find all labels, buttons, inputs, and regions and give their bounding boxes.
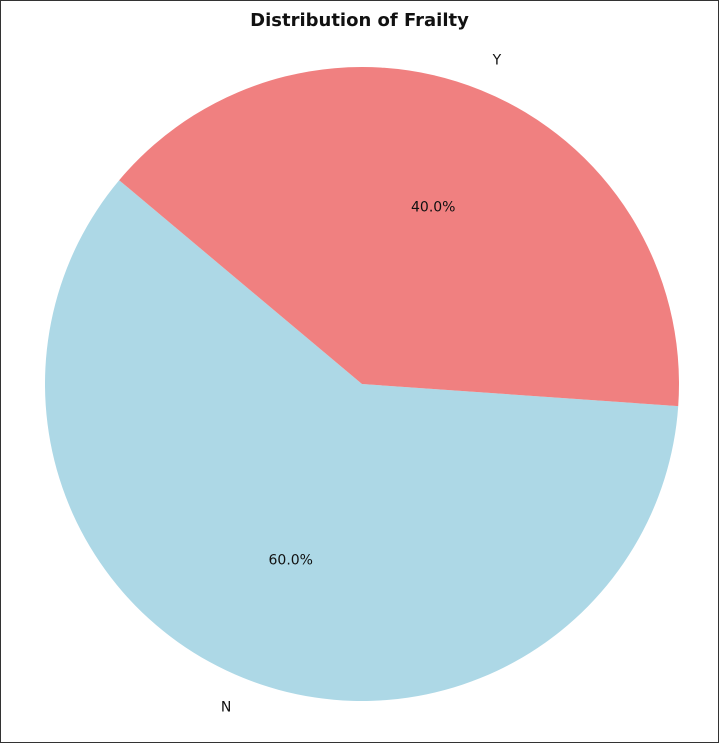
pie-labels: N 60.0% Y 40.0% — [221, 53, 502, 716]
chart-title: Distribution of Frailty — [250, 10, 469, 31]
pie-slice-y — [119, 67, 679, 407]
percent-label-n: 60.0% — [269, 552, 313, 568]
percent-label-y: 40.0% — [411, 200, 455, 216]
category-label-n: N — [221, 699, 231, 715]
category-label-y: Y — [492, 53, 502, 69]
pie-slices — [44, 67, 679, 702]
pie-slice-n — [44, 180, 679, 702]
